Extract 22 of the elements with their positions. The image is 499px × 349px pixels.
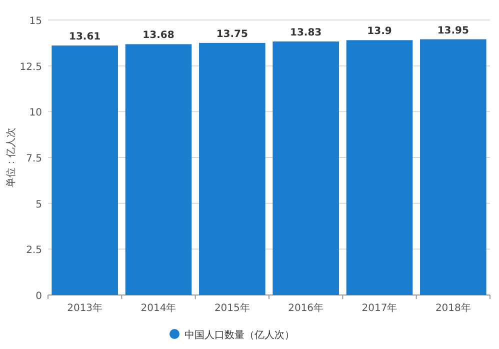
y-tick-label: 0 (36, 291, 42, 302)
y-tick-label: 7.5 (26, 154, 42, 164)
data-label: 13.68 (142, 30, 174, 42)
y-tick-label: 2.5 (26, 245, 42, 256)
y-tick-label: 15 (29, 16, 42, 27)
y-tick-label: 10 (29, 108, 42, 119)
data-label: 13.75 (216, 28, 248, 40)
中国人口数量（亿人次）: 13.61 13.68 13.75 13.83 13.9 13.95 (52, 25, 486, 295)
y-axis-title: 单位：亿人次 (5, 128, 17, 188)
x-tick-label: 2018年 (435, 302, 471, 314)
x-tick-label: 2016年 (288, 302, 324, 314)
data-label: 13.61 (69, 31, 101, 42)
x-tick-label: 2013年 (67, 302, 103, 314)
x-tick-label: 2015年 (214, 302, 250, 314)
data-label: 13.83 (290, 27, 322, 38)
x-tick-label: 2017年 (362, 302, 398, 314)
x-tick-label: 2014年 (140, 302, 176, 314)
legend: 中国人口数量（亿人次） (170, 329, 294, 341)
y-tick-label: 12.5 (20, 62, 42, 73)
data-label: 13.95 (437, 25, 470, 36)
data-label: 13.9 (367, 26, 392, 38)
y-tick-label: 5 (36, 199, 42, 210)
